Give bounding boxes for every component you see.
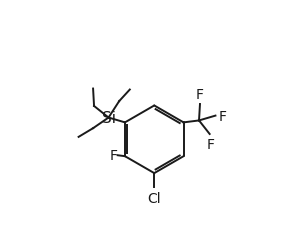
Text: F: F: [219, 109, 227, 123]
Text: Si: Si: [101, 110, 116, 126]
Text: F: F: [109, 149, 117, 162]
Text: F: F: [206, 138, 215, 152]
Text: F: F: [196, 87, 204, 101]
Text: Cl: Cl: [147, 192, 161, 206]
